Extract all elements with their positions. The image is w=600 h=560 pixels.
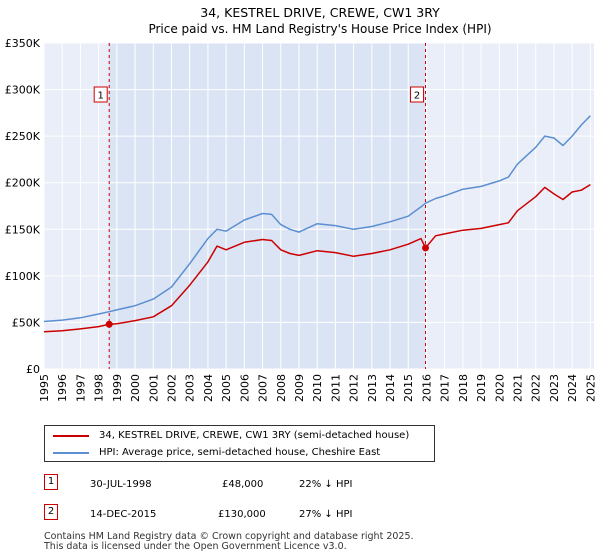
transaction-marker-badge: 2 [44,504,58,520]
table-row: 1 30-JUL-1998 £48,000 22% ↓ HPI [44,474,584,494]
x-tick-label: 2020 [493,374,506,402]
x-tick-label: 2009 [293,374,306,402]
y-tick-label: £50K [12,316,41,329]
footer-copyright: Contains HM Land Registry data © Crown c… [44,531,414,542]
legend: 34, KESTREL DRIVE, CREWE, CW1 3RY (semi-… [44,425,435,462]
x-tick-label: 2011 [329,374,342,402]
x-tick-label: 1996 [56,374,69,402]
transaction-price: £130,000 [218,509,266,520]
x-tick-label: 2023 [548,374,561,402]
x-tick-label: 2010 [311,374,324,402]
x-tick-label: 1995 [38,374,51,402]
x-tick-label: 2022 [530,374,543,402]
marker-1-box [93,86,108,103]
transaction-date: 30-JUL-1998 [90,479,152,490]
x-tick-label: 2015 [402,374,415,402]
y-tick-label: £250K [5,130,41,143]
marker-2-label: 2 [414,91,420,102]
x-tick-label: 1999 [111,374,124,402]
footer: Contains HM Land Registry data © Crown c… [44,532,414,552]
marker-1-label: 1 [98,91,104,102]
x-tick-label: 2004 [202,374,215,402]
transaction-marker-badge: 1 [44,474,58,490]
x-tick-label: 2016 [420,374,433,402]
x-tick-label: 2007 [257,374,270,402]
x-tick-label: 2012 [348,374,361,402]
x-tick-label: 2008 [275,374,288,402]
chart-subtitle: Price paid vs. HM Land Registry's House … [148,22,491,36]
property-price-line [43,183,591,333]
x-tick-label: 2021 [512,374,525,402]
table-row: 2 14-DEC-2015 £130,000 27% ↓ HPI [44,504,584,524]
legend-swatch-property [53,435,89,437]
x-tick-label: 2005 [220,374,233,402]
transaction-price: £48,000 [222,479,264,490]
marker-2-point [422,244,430,252]
x-tick-label: 2002 [165,374,178,402]
y-tick-label: £350K [5,37,41,50]
hpi-line [43,115,591,323]
legend-label-hpi: HPI: Average price, semi-detached house,… [99,447,381,458]
x-tick-label: 2024 [566,374,579,402]
marker-1-point [105,320,113,328]
marker-2-box [410,86,425,103]
x-tick-label: 2018 [457,374,470,402]
x-tick-label: 2019 [475,374,488,402]
y-tick-label: £200K [5,177,41,190]
footer-license: This data is licensed under the Open Gov… [44,541,347,552]
y-tick-label: £100K [5,270,41,283]
transaction-date: 14-DEC-2015 [90,509,157,520]
transaction-hpi-diff: 27% ↓ HPI [299,509,353,520]
legend-swatch-hpi [53,452,89,454]
y-tick-label: £0 [26,363,40,376]
y-tick-label: £150K [5,223,41,236]
x-tick-label: 2013 [366,374,379,402]
chart-title: 34, KESTREL DRIVE, CREWE, CW1 3RY [200,5,440,20]
price-chart: 34, KESTREL DRIVE, CREWE, CW1 3RY Price … [5,5,598,402]
x-tick-label: 2000 [129,374,142,402]
y-tick-label: £300K [5,84,41,97]
legend-label-property: 34, KESTREL DRIVE, CREWE, CW1 3RY (semi-… [99,430,410,441]
x-tick-label: 2025 [584,374,597,402]
x-tick-label: 2003 [184,374,197,402]
x-tick-label: 2001 [147,374,160,402]
x-tick-label: 2006 [238,374,251,402]
ownership-period-shading [109,43,426,369]
x-tick-label: 2014 [384,374,397,402]
x-tick-label: 1997 [74,374,87,402]
transaction-hpi-diff: 22% ↓ HPI [299,479,353,490]
x-tick-label: 1998 [93,374,106,402]
x-tick-label: 2017 [439,374,452,402]
